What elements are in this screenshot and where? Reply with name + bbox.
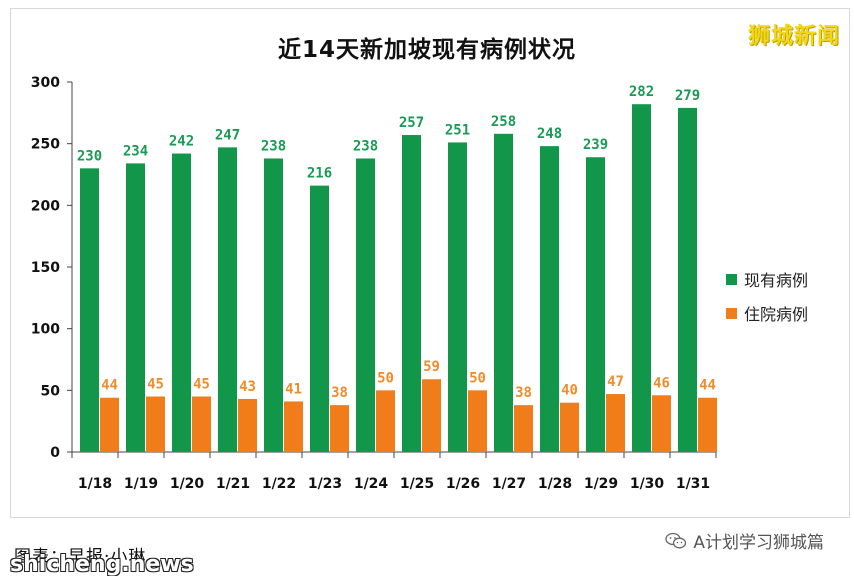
legend: 现有病例 住院病例 bbox=[726, 262, 808, 330]
bar-current-cases bbox=[218, 147, 237, 452]
y-tick-label: 100 bbox=[31, 322, 60, 338]
data-label-current-cases: 248 bbox=[537, 126, 562, 142]
y-tick-label: 0 bbox=[50, 445, 60, 461]
legend-item-current: 现有病例 bbox=[726, 262, 808, 296]
bar-current-cases bbox=[80, 168, 99, 453]
wechat-account: A计划学习狮城篇 bbox=[665, 528, 824, 553]
data-label-current-cases: 282 bbox=[629, 84, 654, 100]
bar-current-cases bbox=[494, 133, 513, 453]
x-tick-label: 1/30 bbox=[630, 476, 665, 492]
data-label-hospitalized-cases: 44 bbox=[101, 378, 118, 394]
bar-hospitalized-cases bbox=[606, 394, 625, 452]
bar-current-cases bbox=[540, 146, 559, 452]
data-label-current-cases: 234 bbox=[123, 143, 148, 159]
bar-hospitalized-cases bbox=[514, 405, 533, 452]
data-label-hospitalized-cases: 50 bbox=[469, 370, 486, 386]
bar-current-cases bbox=[586, 157, 605, 452]
data-label-hospitalized-cases: 44 bbox=[699, 378, 716, 394]
data-label-hospitalized-cases: 45 bbox=[193, 377, 210, 393]
bar-current-cases bbox=[448, 142, 467, 452]
bar-current-cases bbox=[678, 107, 697, 453]
data-label-current-cases: 242 bbox=[169, 134, 194, 150]
data-label-current-cases: 258 bbox=[491, 114, 516, 130]
data-label-current-cases: 216 bbox=[307, 166, 332, 182]
bar-current-cases bbox=[632, 104, 651, 452]
data-label-hospitalized-cases: 41 bbox=[285, 381, 302, 397]
legend-swatch-current bbox=[726, 273, 737, 285]
bar-current-cases bbox=[356, 158, 375, 452]
data-label-current-cases: 279 bbox=[675, 88, 700, 104]
data-label-current-cases: 230 bbox=[77, 148, 102, 164]
legend-label-hospitalized: 住院病例 bbox=[744, 305, 809, 324]
data-label-current-cases: 239 bbox=[583, 137, 608, 153]
data-label-current-cases: 251 bbox=[445, 122, 470, 138]
data-label-hospitalized-cases: 47 bbox=[607, 374, 624, 390]
x-tick-label: 1/27 bbox=[492, 476, 526, 492]
bar-hospitalized-cases bbox=[376, 390, 395, 452]
bar-hospitalized-cases bbox=[652, 395, 671, 452]
data-label-hospitalized-cases: 46 bbox=[653, 375, 670, 391]
data-label-hospitalized-cases: 38 bbox=[515, 385, 532, 401]
bar-hospitalized-cases bbox=[284, 401, 303, 452]
bar-current-cases bbox=[126, 163, 145, 452]
legend-item-hospitalized: 住院病例 bbox=[726, 296, 808, 330]
data-label-hospitalized-cases: 59 bbox=[423, 359, 440, 375]
brand-logo: 狮城新闻 bbox=[747, 24, 840, 49]
x-tick-label: 1/29 bbox=[584, 476, 618, 492]
data-label-hospitalized-cases: 45 bbox=[147, 377, 164, 393]
legend-swatch-hospitalized bbox=[726, 307, 737, 319]
x-tick-label: 1/23 bbox=[308, 476, 342, 492]
x-tick-label: 1/25 bbox=[400, 476, 434, 492]
y-tick-label: 300 bbox=[31, 75, 60, 91]
x-tick-label: 1/24 bbox=[354, 476, 389, 492]
bar-hospitalized-cases bbox=[560, 402, 579, 452]
x-tick-label: 1/31 bbox=[676, 476, 710, 492]
bar-current-cases bbox=[264, 158, 283, 452]
bar-current-cases bbox=[172, 153, 191, 453]
bar-current-cases bbox=[402, 135, 421, 453]
data-label-hospitalized-cases: 40 bbox=[561, 383, 578, 399]
bar-hospitalized-cases bbox=[698, 397, 717, 452]
bar-hospitalized-cases bbox=[100, 397, 119, 452]
data-label-current-cases: 247 bbox=[215, 127, 240, 143]
y-tick-label: 250 bbox=[31, 137, 60, 153]
bar-hospitalized-cases bbox=[192, 396, 211, 452]
bar-hospitalized-cases bbox=[238, 398, 257, 452]
x-tick-label: 1/18 bbox=[78, 476, 112, 492]
data-label-current-cases: 238 bbox=[261, 138, 286, 154]
data-label-current-cases: 238 bbox=[353, 138, 378, 154]
x-tick-label: 1/20 bbox=[170, 476, 205, 492]
x-tick-label: 1/21 bbox=[216, 476, 250, 492]
x-tick-label: 1/19 bbox=[124, 476, 158, 492]
data-label-current-cases: 257 bbox=[399, 115, 424, 131]
data-label-hospitalized-cases: 38 bbox=[331, 385, 348, 401]
bar-current-cases bbox=[310, 185, 329, 452]
chart-caption: 图表：早报·小琳 bbox=[14, 547, 147, 567]
site-watermark: shicheng.news bbox=[10, 552, 194, 576]
legend-label-current: 现有病例 bbox=[744, 271, 809, 290]
bar-hospitalized-cases bbox=[330, 405, 349, 452]
data-label-hospitalized-cases: 50 bbox=[377, 370, 394, 386]
data-label-hospitalized-cases: 43 bbox=[239, 379, 256, 395]
x-tick-label: 1/22 bbox=[262, 476, 296, 492]
bar-hospitalized-cases bbox=[468, 390, 487, 452]
y-tick-label: 50 bbox=[41, 383, 61, 399]
chart-title: 近14天新加坡现有病例状况 bbox=[277, 37, 576, 63]
x-tick-label: 1/28 bbox=[538, 476, 572, 492]
bar-hospitalized-cases bbox=[146, 396, 165, 452]
x-tick-label: 1/26 bbox=[446, 476, 480, 492]
wechat-icon bbox=[665, 532, 687, 548]
y-tick-label: 200 bbox=[31, 198, 60, 214]
wechat-account-name: A计划学习狮城篇 bbox=[693, 533, 824, 553]
y-tick-label: 150 bbox=[31, 260, 60, 276]
bar-hospitalized-cases bbox=[422, 379, 441, 452]
